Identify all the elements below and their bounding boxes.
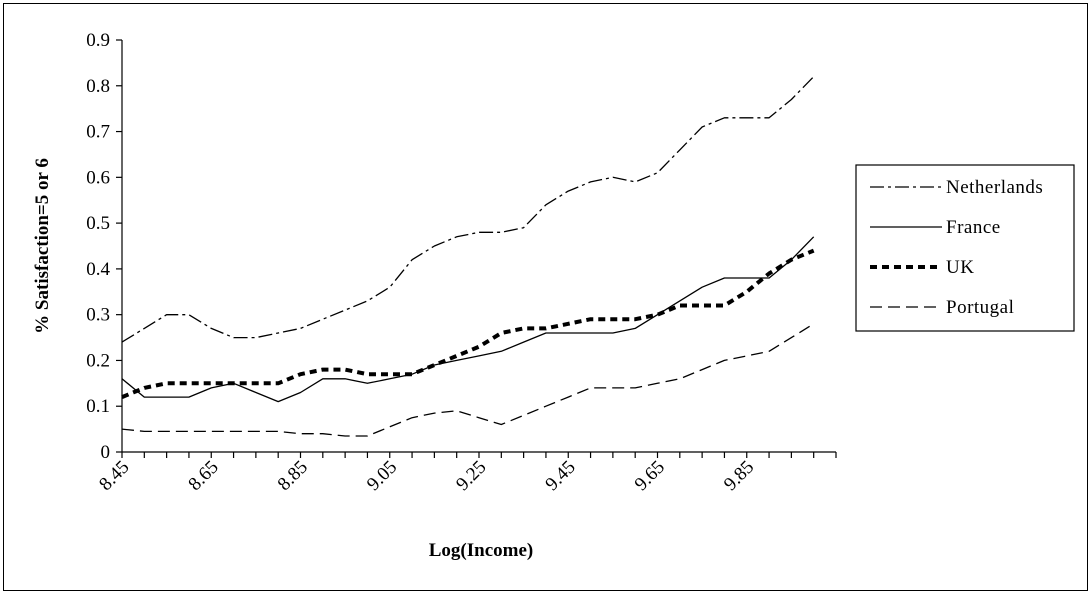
y-tick-label: 0.3 [86, 305, 110, 326]
legend-label-portugal: Portugal [946, 297, 1014, 318]
y-axis-title: % Satisfaction=5 or 6 [32, 158, 53, 334]
y-tick-label: 0 [101, 442, 111, 463]
y-tick-label: 0.1 [86, 396, 110, 417]
y-tick-label: 0.8 [86, 76, 110, 97]
x-tick-label: 9.65 [631, 457, 669, 495]
legend-label-france: France [946, 217, 1001, 238]
x-tick-label: 9.05 [363, 457, 401, 495]
x-tick-label: 9.25 [452, 457, 490, 495]
y-tick-label: 0.4 [86, 259, 110, 280]
x-axis-title: Log(Income) [429, 540, 533, 561]
x-tick-label: 9.45 [541, 457, 579, 495]
y-tick-label: 0.7 [86, 122, 110, 143]
y-tick-label: 0.2 [86, 350, 110, 371]
series-line-france [121, 236, 815, 403]
chart-frame [3, 3, 1088, 591]
y-tick-label: 0.5 [86, 213, 110, 234]
legend-label-uk: UK [946, 257, 974, 278]
x-tick-label: 9.85 [720, 457, 758, 495]
axes: 00.10.20.30.40.50.60.70.80.98.45 8.65 8.85… [86, 30, 837, 495]
series-line-portugal [121, 323, 815, 437]
y-tick-label: 0.9 [86, 30, 110, 51]
legend-box [855, 164, 1075, 332]
x-tick-label: 8.65 [184, 457, 222, 495]
legend-label-netherlands: Netherlands [946, 177, 1043, 198]
series-layer [121, 76, 815, 437]
series-line-netherlands [121, 76, 815, 343]
series-line-uk [121, 248, 815, 399]
x-tick-label: 8.85 [274, 457, 312, 495]
y-tick-label: 0.6 [86, 167, 110, 188]
legend: Netherlands France UK Portugal [855, 164, 1075, 332]
